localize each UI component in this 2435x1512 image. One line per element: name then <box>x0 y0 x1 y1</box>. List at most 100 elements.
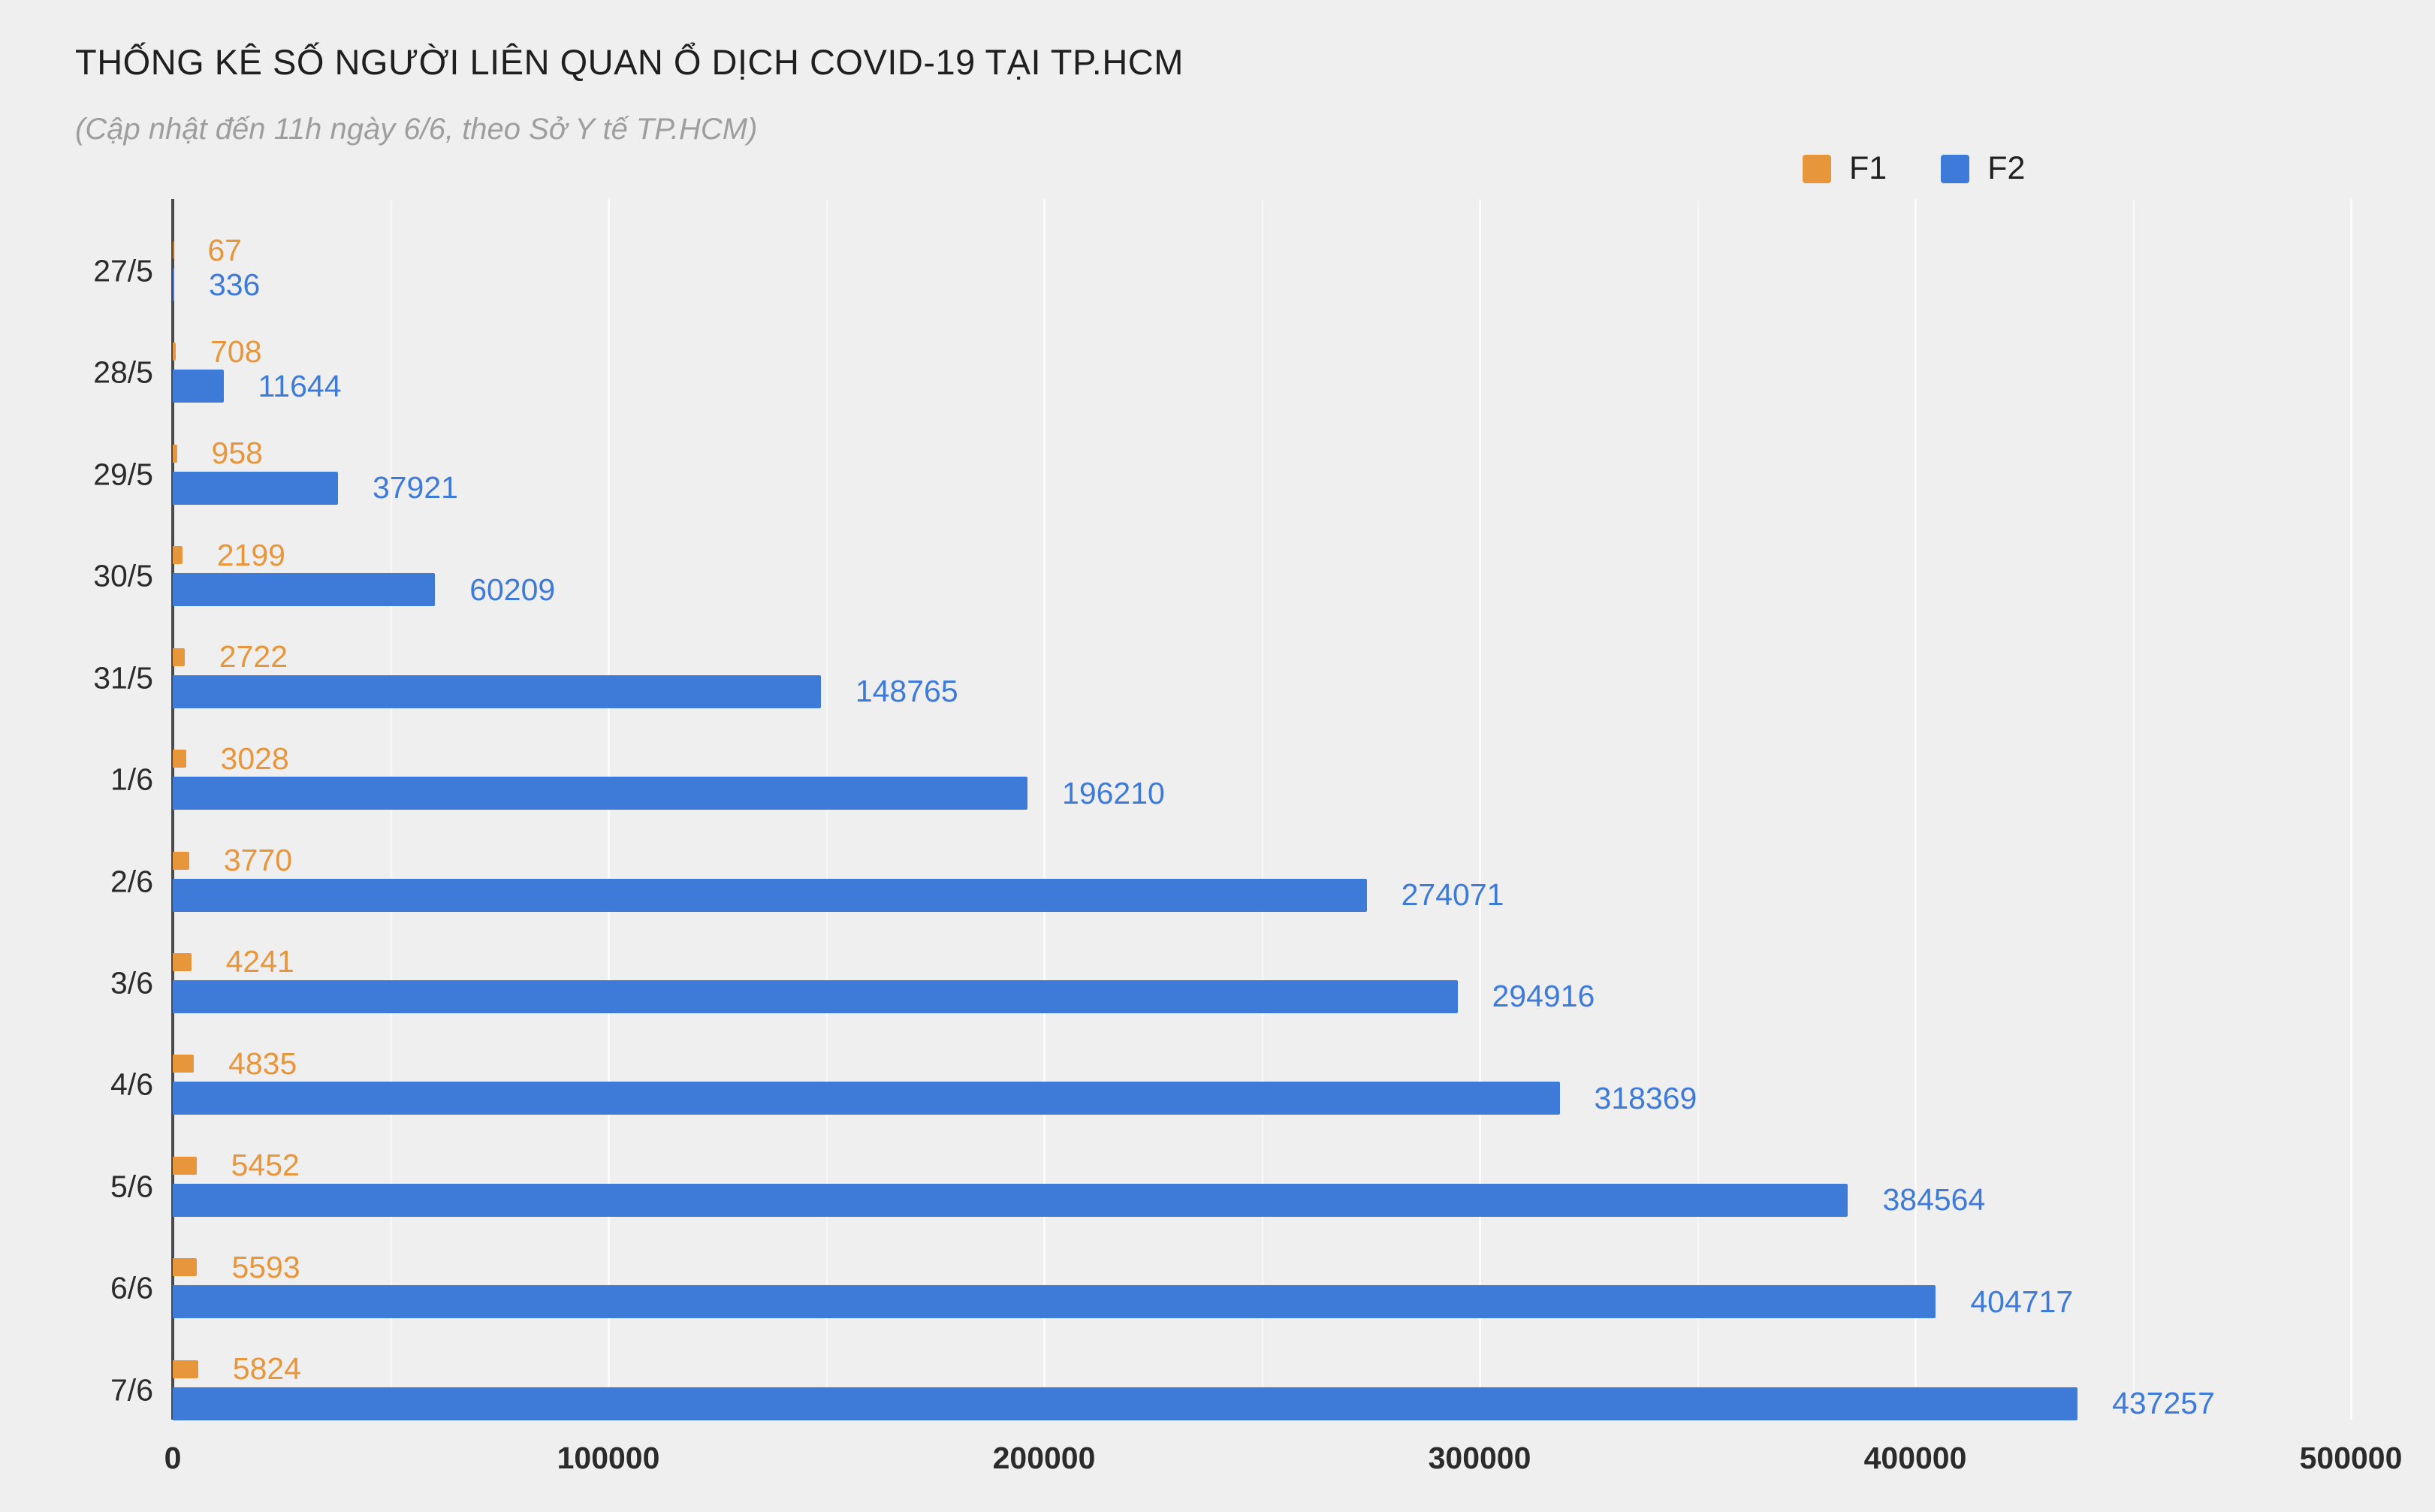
legend-item-f1: F1 <box>1803 150 1887 187</box>
chart-row: 2/6 3770 274071 <box>110 810 2351 912</box>
bar-group-f2: 384564 <box>173 1182 1986 1218</box>
chart-row: 1/6 3028 196210 <box>110 708 2351 810</box>
legend-item-f2: F2 <box>1941 150 2025 187</box>
bar-f2 <box>173 675 821 708</box>
y-axis-label: 7/6 <box>110 1372 153 1408</box>
legend-swatch-f1-icon <box>1803 154 1831 183</box>
y-axis-label: 1/6 <box>110 762 153 797</box>
bar-value-label-f1: 958 <box>211 436 263 471</box>
bar-f2 <box>173 777 1028 810</box>
bar-group-f1: 4835 <box>173 1046 297 1081</box>
bar-f1 <box>173 952 192 971</box>
bar-value-label-f1: 4835 <box>228 1046 297 1081</box>
bar-group-f1: 4241 <box>173 944 294 979</box>
bar-value-label-f2: 148765 <box>855 674 958 709</box>
bar-group-f1: 5593 <box>173 1250 300 1284</box>
bar-f1 <box>173 1360 198 1378</box>
bar-value-label-f1: 3028 <box>220 741 289 776</box>
bar-value-label-f1: 67 <box>207 232 242 267</box>
chart-row: 31/5 2722 148765 <box>93 606 2351 709</box>
major-gridline <box>2350 199 2352 1420</box>
bar-value-label-f2: 384564 <box>1882 1182 1986 1218</box>
bar-group-f1: 2722 <box>173 639 288 674</box>
bar-f2 <box>173 573 436 607</box>
x-axis-tick-label: 0 <box>164 1441 182 1475</box>
bar-group-f1: 3028 <box>173 741 289 776</box>
bar-value-label-f1: 2722 <box>219 639 288 675</box>
x-axis-tick-label: 200000 <box>992 1441 1096 1475</box>
bar-group-f2: 60209 <box>173 572 555 607</box>
bar-group-f1: 5824 <box>173 1351 301 1386</box>
chart-row: 28/5 708 11644 <box>93 300 2351 403</box>
bar-f2 <box>173 1082 1560 1115</box>
bar-value-label-f1: 4241 <box>225 944 294 979</box>
minor-gridline <box>1697 199 1699 1420</box>
y-axis-label: 5/6 <box>110 1169 153 1204</box>
bar-value-label-f2: 404717 <box>1970 1284 2074 1319</box>
chart-row: 7/6 5824 437257 <box>110 1318 2351 1421</box>
chart-title: THỐNG KÊ SỐ NGƯỜI LIÊN QUAN Ổ DỊCH COVID… <box>75 42 1184 82</box>
bar-value-label-f1: 5824 <box>232 1351 301 1387</box>
major-gridline <box>1915 199 1917 1420</box>
bar-group-f1: 67 <box>173 233 242 267</box>
bar-f1 <box>173 546 183 565</box>
bar-f2 <box>173 979 1458 1013</box>
bar-f1 <box>173 1258 198 1277</box>
bar-group-f1: 3770 <box>173 843 292 877</box>
y-axis-label: 30/5 <box>93 558 153 593</box>
chart-row: 4/6 4835 318369 <box>110 1013 2351 1115</box>
bar-value-label-f2: 318369 <box>1594 1080 1697 1115</box>
bar-value-label-f1: 5593 <box>231 1249 300 1284</box>
chart-row: 5/6 5452 384564 <box>110 1115 2351 1218</box>
legend-swatch-f2-icon <box>1941 154 1970 183</box>
bar-value-label-f2: 274071 <box>1401 877 1504 912</box>
bar-f2 <box>173 471 338 505</box>
bar-f1 <box>173 1156 197 1175</box>
bar-group-f1: 708 <box>173 334 262 369</box>
bar-value-label-f2: 336 <box>208 267 261 302</box>
minor-gridline <box>1262 199 1263 1420</box>
bar-f1 <box>173 750 186 768</box>
bar-f2 <box>173 268 174 301</box>
bar-group-f2: 318369 <box>173 1080 1697 1115</box>
bar-value-label-f1: 5452 <box>231 1148 300 1183</box>
bar-group-f2: 37921 <box>173 470 458 506</box>
bar-f2 <box>173 878 1367 912</box>
x-axis-tick-label: 500000 <box>2299 1441 2403 1475</box>
bar-group-f2: 294916 <box>173 979 1595 1014</box>
bar-value-label-f2: 294916 <box>1492 979 1595 1014</box>
bar-value-label-f2: 437257 <box>2112 1386 2215 1421</box>
legend-label-f1: F1 <box>1849 150 1887 186</box>
bar-group-f2: 336 <box>173 267 261 302</box>
bar-value-label-f1: 708 <box>210 333 262 369</box>
bar-f2 <box>173 1387 2078 1420</box>
bar-value-label-f2: 37921 <box>372 470 458 506</box>
bar-group-f2: 437257 <box>173 1386 2215 1421</box>
bar-f2 <box>173 1285 1936 1319</box>
bar-f1 <box>173 444 177 463</box>
bar-value-label-f1: 2199 <box>216 537 285 572</box>
major-gridline <box>1043 199 1046 1420</box>
chart-row: 29/5 958 37921 <box>93 403 2351 506</box>
bar-group-f1: 958 <box>173 436 263 470</box>
x-axis-tick-label: 400000 <box>1863 1441 1967 1475</box>
y-axis-label: 2/6 <box>110 864 153 898</box>
bar-f1 <box>173 647 185 666</box>
bar-group-f1: 5452 <box>173 1148 300 1182</box>
bar-group-f2: 404717 <box>173 1284 2074 1319</box>
y-axis-label: 29/5 <box>93 457 153 492</box>
plot-area: 27/5 67 336 28/5 708 11644 29/5 958 37921 30/5 219… <box>93 199 2352 1421</box>
bar-value-label-f2: 196210 <box>1062 775 1165 810</box>
chart-subtitle: (Cập nhật đến 11h ngày 6/6, theo Sở Y tế… <box>75 113 758 146</box>
bar-value-label-f1: 3770 <box>223 843 293 877</box>
y-axis-label: 6/6 <box>110 1270 153 1305</box>
minor-gridline <box>2133 199 2135 1420</box>
bar-f2 <box>173 370 224 403</box>
bar-group-f1: 2199 <box>173 538 285 572</box>
x-axis-tick-label: 300000 <box>1428 1441 1531 1475</box>
legend-label-f2: F2 <box>1987 150 2026 186</box>
chart-row: 27/5 67 336 <box>93 199 2351 302</box>
chart-row: 30/5 2199 60209 <box>93 504 2351 607</box>
x-axis-tick-label: 100000 <box>557 1441 660 1475</box>
y-axis-label: 4/6 <box>110 1067 153 1102</box>
